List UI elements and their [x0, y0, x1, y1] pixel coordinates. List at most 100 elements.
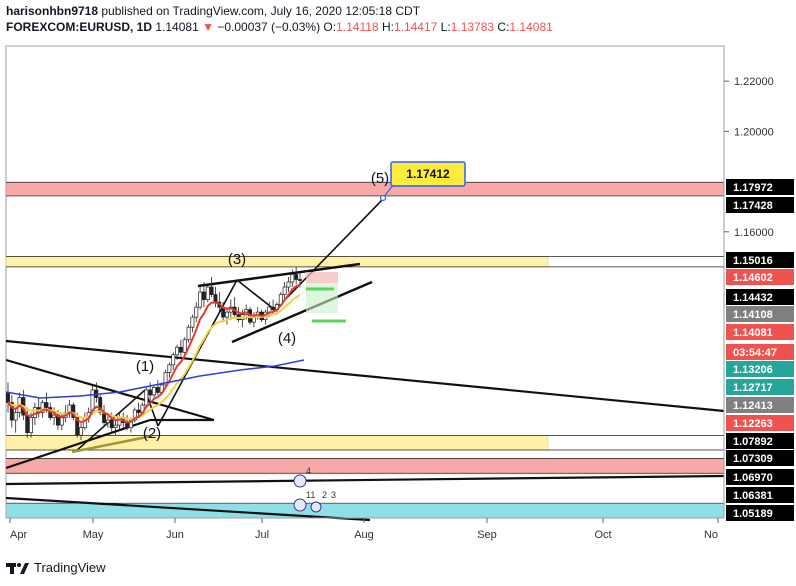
event-count-label[interactable]: 11 [306, 490, 315, 500]
candle-body [71, 404, 76, 418]
price-tag-label: 1.17428 [733, 200, 773, 212]
price-tag[interactable] [726, 306, 794, 322]
candle[interactable] [105, 415, 110, 428]
candle[interactable] [178, 339, 183, 358]
target-callout-box[interactable] [390, 161, 466, 187]
candle[interactable] [290, 269, 295, 288]
descending-trendline-upper[interactable] [5, 339, 725, 413]
wedge-upper-line[interactable] [197, 262, 361, 288]
wedge-lower-line[interactable] [231, 280, 373, 344]
price-tag[interactable] [726, 269, 794, 285]
author[interactable]: harisonhbn9718 [6, 4, 99, 18]
symbol[interactable]: FOREXCOM:EURUSD, 1D [6, 20, 153, 34]
price-tag[interactable] [726, 197, 794, 213]
wave-label-5[interactable]: (5) [371, 170, 389, 187]
candle[interactable] [155, 379, 160, 395]
candle[interactable] [152, 384, 156, 398]
price-tag[interactable] [726, 450, 794, 466]
candle[interactable] [286, 276, 291, 293]
triangle-lower-edge[interactable] [5, 418, 151, 470]
price-tag[interactable] [726, 289, 794, 305]
wave-label-2[interactable]: (2) [143, 425, 161, 442]
tradingview-brand[interactable]: TradingView [34, 560, 106, 575]
open-value: 1.14118 [336, 20, 379, 34]
flag-event-icon[interactable] [293, 474, 307, 488]
candle[interactable] [201, 282, 206, 308]
flag-event-icon[interactable] [310, 501, 322, 513]
wave-label-3[interactable]: (3) [228, 251, 246, 268]
event-count-label[interactable]: 2 [322, 490, 327, 500]
wave-2-support-line[interactable] [71, 434, 153, 454]
target-point-handle[interactable] [379, 194, 387, 202]
time-tick-label: Aug [354, 529, 374, 541]
price-tag[interactable] [726, 179, 794, 195]
candle-body [205, 286, 210, 300]
event-count-label[interactable]: 4 [306, 466, 311, 476]
triangle-upper-edge[interactable] [5, 358, 215, 422]
candle[interactable] [190, 314, 195, 333]
candle[interactable] [132, 407, 137, 423]
red-resistance-zone[interactable] [5, 181, 725, 197]
price-tag[interactable] [726, 487, 794, 503]
candle[interactable] [282, 282, 287, 300]
candle-body [267, 306, 272, 313]
candle[interactable] [163, 369, 168, 388]
candle-body [213, 294, 218, 303]
price-tag[interactable] [726, 361, 794, 377]
sma-long-blue[interactable] [5, 359, 305, 399]
red-support-zone[interactable] [5, 458, 725, 474]
candle-body [6, 392, 10, 403]
candle[interactable] [182, 337, 187, 355]
price-tag[interactable] [726, 344, 794, 360]
price-tag[interactable] [726, 433, 794, 449]
price-tag[interactable] [726, 252, 794, 268]
long-position-risk-zone[interactable] [306, 272, 338, 283]
wave-4-leg[interactable] [236, 279, 276, 311]
candle[interactable] [144, 387, 149, 408]
candle[interactable] [136, 402, 141, 418]
wave-5-leg[interactable] [274, 197, 385, 311]
candle-body [178, 346, 183, 353]
ema-fast-red[interactable] [7, 283, 301, 424]
wave-label-4[interactable]: (4) [278, 330, 296, 347]
candle[interactable] [194, 302, 199, 323]
candle[interactable] [209, 276, 214, 298]
candle[interactable] [113, 420, 118, 436]
target-price-label[interactable]: 1.17412 [406, 167, 450, 181]
price-tag-label: 1.15016 [733, 255, 773, 267]
candle[interactable] [167, 362, 172, 378]
candle[interactable] [186, 324, 191, 343]
candle-body [201, 291, 206, 300]
candle[interactable] [205, 284, 210, 303]
yellow-resistance-zone[interactable] [5, 256, 549, 268]
candle[interactable] [13, 407, 18, 433]
flag-event-icon[interactable] [293, 498, 307, 512]
price-tag[interactable] [726, 505, 794, 521]
ema-slow-yellow[interactable] [7, 294, 301, 421]
candle[interactable] [71, 402, 76, 421]
candle-body [298, 279, 302, 281]
price-tag[interactable] [726, 469, 794, 485]
candle[interactable] [198, 287, 203, 310]
candle[interactable] [175, 344, 180, 360]
candle[interactable] [294, 266, 299, 285]
candle[interactable] [171, 352, 176, 370]
candle[interactable] [225, 307, 229, 325]
event-count-label[interactable]: 3 [331, 490, 336, 500]
candle-body [271, 306, 276, 310]
descending-trendline-bottom[interactable] [5, 496, 371, 522]
price-tag[interactable] [726, 397, 794, 413]
price-tag-label: 1.12717 [733, 382, 773, 394]
high-value: 1.14417 [393, 20, 438, 34]
price-tick-label: 1.20000 [734, 126, 774, 138]
wave-label-1[interactable]: (1) [136, 358, 154, 375]
price-tag[interactable] [726, 324, 794, 340]
candle[interactable] [9, 394, 14, 428]
price-tag-label: 1.12413 [733, 400, 773, 412]
price-tag[interactable] [726, 379, 794, 395]
price-tag[interactable] [726, 415, 794, 431]
flat-trendline-lower[interactable] [5, 474, 725, 486]
candle[interactable] [79, 422, 83, 441]
candle-body [190, 316, 195, 328]
